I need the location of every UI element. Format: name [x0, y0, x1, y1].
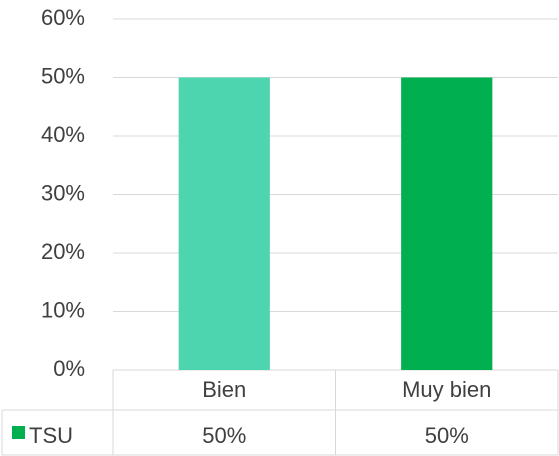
bar — [401, 77, 493, 370]
table-value: 50% — [202, 423, 246, 448]
y-tick-label: 0% — [53, 356, 85, 381]
x-tick-label: Muy bien — [402, 377, 491, 402]
table-value: 50% — [425, 423, 469, 448]
legend-key — [12, 426, 25, 439]
y-tick-label: 20% — [41, 239, 85, 264]
y-tick-label: 40% — [41, 122, 85, 147]
bar — [178, 77, 270, 370]
x-tick-label: Bien — [202, 377, 246, 402]
y-tick-label: 60% — [41, 5, 85, 30]
legend-label: TSU — [29, 423, 73, 448]
y-tick-label: 50% — [41, 63, 85, 88]
y-tick-label: 30% — [41, 180, 85, 205]
y-tick-label: 10% — [41, 297, 85, 322]
